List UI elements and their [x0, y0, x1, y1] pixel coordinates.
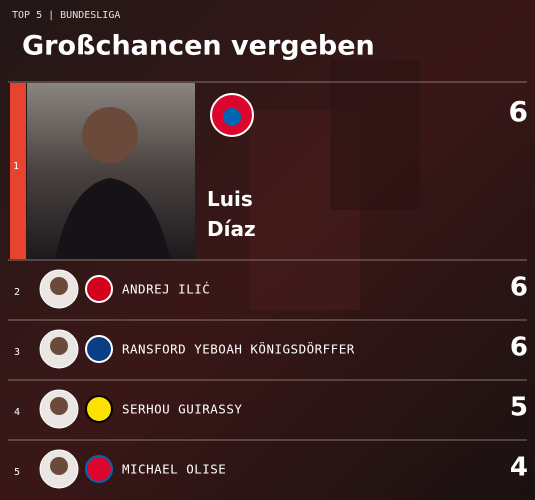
rank: 3	[14, 347, 20, 358]
player-head	[50, 457, 68, 475]
player-head	[50, 337, 68, 355]
rows: 1 Luis Díaz 6 2 ANDREJ ILIĆ 6 3 RANSFORD YEBOAH …	[8, 95, 528, 489]
club-badge	[85, 395, 113, 423]
photo-head	[82, 107, 138, 163]
player-head	[50, 277, 68, 295]
value: 6	[510, 273, 528, 303]
value: 6	[510, 333, 528, 363]
club-badge	[85, 455, 113, 483]
club-badge	[85, 275, 113, 303]
player-head	[50, 397, 68, 415]
value: 5	[510, 393, 528, 423]
player-name: MICHAEL OLISE	[122, 462, 226, 477]
player-name: SERHOU GUIRASSY	[122, 402, 242, 417]
player-name: RANSFORD YEBOAH KÖNIGSDÖRFFER	[122, 341, 355, 357]
kicker: TOP 5 | BUNDESLIGA	[12, 10, 120, 21]
rank: 5	[14, 467, 20, 478]
title: Großchancen vergeben	[22, 31, 375, 62]
club-badge	[85, 335, 113, 363]
decor	[330, 60, 420, 210]
club-badge-center	[223, 108, 241, 126]
value: 4	[510, 453, 528, 483]
player-name: Luis Díaz	[207, 187, 256, 241]
rank: 2	[14, 287, 20, 298]
photo-body	[55, 178, 170, 259]
rank: 1	[13, 161, 19, 172]
value: 6	[509, 95, 528, 128]
rank: 4	[14, 407, 20, 418]
player-name: ANDREJ ILIĆ	[122, 282, 210, 297]
rank-bar	[10, 83, 26, 259]
